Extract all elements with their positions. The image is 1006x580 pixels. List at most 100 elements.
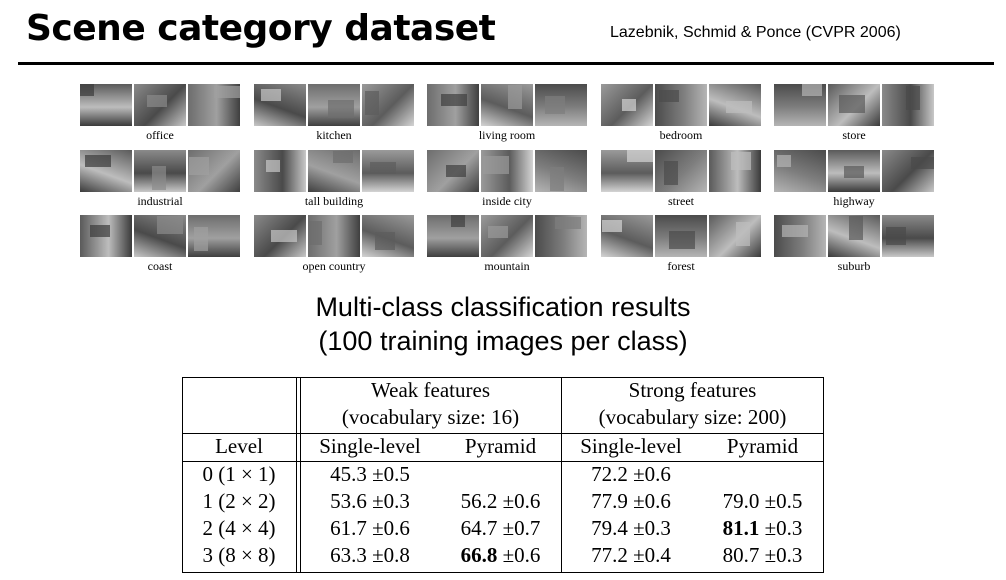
col-header-weak-pyramid: Pyramid xyxy=(464,434,537,458)
scene-thumbnail xyxy=(709,84,761,126)
scene-thumbnail xyxy=(362,84,414,126)
scene-thumbnail xyxy=(427,150,479,192)
scene-thumbnail xyxy=(481,215,533,257)
thumbnail-texture xyxy=(214,86,240,98)
category-street: street xyxy=(601,150,761,210)
thumbnail-texture xyxy=(375,232,395,250)
scene-thumbnail xyxy=(655,215,707,257)
category-bedroom: bedroom xyxy=(601,84,761,144)
thumbnail-texture xyxy=(627,150,653,162)
thumbnail-texture xyxy=(308,221,322,245)
scene-thumbnail xyxy=(254,84,306,126)
score-stddev: ±0.6 xyxy=(497,543,541,567)
best-score: 66.8 xyxy=(460,543,498,567)
thumbnail-texture xyxy=(365,91,379,115)
table-cell-strong-pyramid: 80.7 ±0.3 xyxy=(722,543,803,567)
scene-thumbnail xyxy=(655,84,707,126)
thumbnail-strip xyxy=(80,150,240,192)
scene-thumbnail xyxy=(882,84,934,126)
scene-thumbnail xyxy=(481,84,533,126)
scene-thumbnail xyxy=(254,150,306,192)
scene-thumbnail xyxy=(709,150,761,192)
category-label: highway xyxy=(833,194,875,208)
table-divider xyxy=(182,461,824,462)
thumbnail-texture xyxy=(839,95,865,113)
thumbnail-texture xyxy=(545,96,565,114)
thumbnail-texture xyxy=(622,99,636,111)
thumbnail-texture xyxy=(189,157,209,175)
thumbnail-texture xyxy=(152,166,166,190)
title-rule xyxy=(18,62,994,65)
thumbnail-strip xyxy=(254,150,414,192)
thumbnail-strip xyxy=(80,84,240,126)
thumbnail-texture xyxy=(446,165,466,177)
thumbnail-texture xyxy=(664,161,678,185)
thumbnail-strip xyxy=(601,84,761,126)
category-label: industrial xyxy=(137,194,183,208)
category-kitchen: kitchen xyxy=(254,84,414,144)
thumbnail-texture xyxy=(261,89,281,101)
scene-thumbnail xyxy=(254,215,306,257)
thumbnail-texture xyxy=(157,216,183,234)
table-cell-weak-pyramid: 56.2 ±0.6 xyxy=(460,489,541,513)
thumbnail-texture xyxy=(550,167,564,191)
table-cell-level: 0 (1 × 1) xyxy=(202,462,276,486)
category-label: mountain xyxy=(484,259,530,273)
scene-thumbnail xyxy=(828,150,880,192)
scene-thumbnail xyxy=(188,84,240,126)
col-header-level: Level xyxy=(215,434,263,458)
thumbnail-strip xyxy=(774,150,934,192)
weak-features-header: Weak features xyxy=(371,378,490,402)
scene-thumbnail xyxy=(774,150,826,192)
scene-thumbnail xyxy=(427,84,479,126)
scene-thumbnail xyxy=(134,215,186,257)
table-divider xyxy=(182,433,824,434)
category-label: store xyxy=(842,128,866,142)
scene-thumbnail xyxy=(481,150,533,192)
scene-thumbnail xyxy=(188,150,240,192)
category-highway: highway xyxy=(774,150,934,210)
thumbnail-strip xyxy=(254,215,414,257)
scene-thumbnail xyxy=(80,150,132,192)
scene-thumbnail xyxy=(362,150,414,192)
category-label: coast xyxy=(147,259,173,273)
thumbnail-texture xyxy=(555,217,581,229)
thumbnail-texture xyxy=(271,230,297,242)
thumbnail-texture xyxy=(886,227,906,245)
thumbnail-texture xyxy=(726,101,752,113)
thumbnail-texture xyxy=(328,100,354,118)
thumbnail-texture xyxy=(441,94,467,106)
scene-thumbnail xyxy=(427,215,479,257)
col-header-weak-single: Single-level xyxy=(319,434,421,458)
scene-thumbnail xyxy=(308,84,360,126)
table-divider xyxy=(300,377,301,573)
thumbnail-texture xyxy=(194,227,208,251)
thumbnail-strip xyxy=(601,215,761,257)
table-cell-weak-single: 45.3 ±0.5 xyxy=(330,462,410,486)
page-title: Scene category dataset xyxy=(26,8,496,49)
scene-thumbnail xyxy=(535,84,587,126)
thumbnail-texture xyxy=(782,225,808,237)
thumbnail-texture xyxy=(90,225,110,237)
thumbnail-texture xyxy=(669,231,695,249)
table-cell-strong-pyramid: 81.1 ±0.3 xyxy=(701,516,824,541)
category-label: tall building xyxy=(304,194,364,208)
category-label: office xyxy=(146,128,174,142)
thumbnail-texture xyxy=(370,162,396,174)
thumbnail-texture xyxy=(844,166,864,178)
table-cell-weak-single: 61.7 ±0.6 xyxy=(330,516,410,540)
table-cell-strong-single: 77.2 ±0.4 xyxy=(591,543,671,567)
thumbnail-strip xyxy=(427,150,587,192)
thumbnail-strip xyxy=(774,215,934,257)
scene-thumbnail xyxy=(188,215,240,257)
scene-thumbnail xyxy=(308,215,360,257)
category-industrial: industrial xyxy=(80,150,240,210)
thumbnail-texture xyxy=(602,220,622,232)
scene-thumbnail xyxy=(535,150,587,192)
table-cell-strong-single: 79.4 ±0.3 xyxy=(591,516,671,540)
weak-vocab-header: (vocabulary size: 16) xyxy=(341,405,520,429)
category-store: store xyxy=(774,84,934,144)
scene-thumbnail xyxy=(882,150,934,192)
thumbnail-strip xyxy=(774,84,934,126)
thumbnail-texture xyxy=(147,95,167,107)
